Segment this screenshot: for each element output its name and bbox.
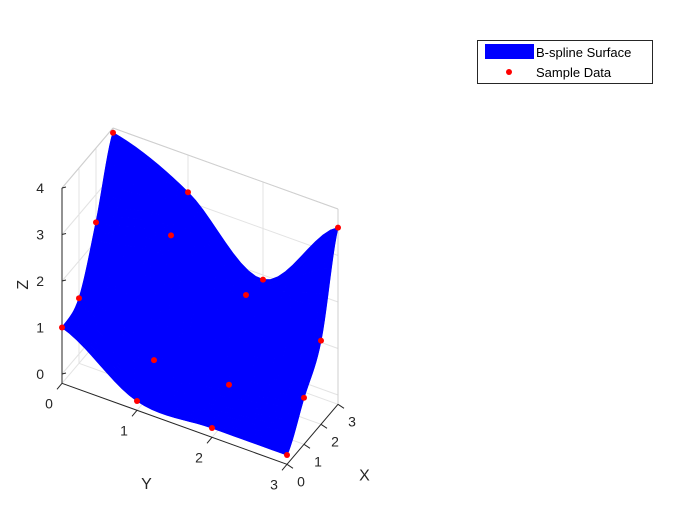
y-tick-mark (286, 463, 294, 469)
y-tick-label-3: 3 (348, 413, 356, 429)
legend-label-sample: Sample Data (536, 64, 612, 80)
legend-item-surface[interactable]: B-spline Surface (478, 43, 631, 61)
legend-label-surface: B-spline Surface (536, 44, 632, 60)
y-tick-label-2: 2 (331, 433, 339, 449)
z-axis-label: Z (15, 280, 32, 290)
points-layer (59, 129, 341, 458)
y-tick-mark (337, 403, 345, 409)
z-tick-mark (61, 372, 67, 375)
z-tick-label-4: 4 (36, 180, 44, 196)
x-tick-label-2: 2 (195, 449, 203, 465)
y-axis-label: X (359, 467, 370, 484)
y-axis-line (286, 403, 339, 465)
legend-item-sample[interactable]: Sample Data (478, 63, 611, 81)
z-tick-label-0: 0 (36, 366, 44, 382)
box-edge (61, 127, 114, 189)
sample-point-7 (185, 189, 191, 196)
y-tick-label-1: 1 (314, 453, 322, 469)
sample-point-12 (284, 452, 290, 458)
sample-point-6 (168, 232, 174, 239)
legend[interactable]: B-spline Surface Sample Data (477, 40, 653, 84)
x-tick-mark (131, 409, 138, 417)
y-tick-mark (303, 443, 311, 449)
x-tick-label-0: 0 (45, 395, 53, 411)
axis-layer (56, 186, 345, 471)
x-tick-mark (206, 436, 213, 444)
sample-point-9 (226, 381, 232, 388)
y-tick-label-0: 0 (297, 473, 305, 489)
z-tick-mark (61, 186, 67, 189)
x-tick-mark (281, 463, 288, 471)
x-axis-label: Y (141, 476, 152, 493)
sample-point-10 (243, 292, 249, 298)
sample-point-1 (76, 295, 82, 302)
x-tick-mark (56, 382, 63, 390)
sample-point-3 (110, 129, 116, 136)
z-tick-label-1: 1 (36, 320, 44, 336)
x-axis-line (61, 382, 288, 465)
legend-swatch-surface (485, 44, 534, 59)
z-tick-label-3: 3 (36, 227, 44, 243)
sample-point-0 (59, 324, 65, 331)
legend-swatch-sample (506, 69, 512, 75)
sample-point-15 (335, 224, 341, 231)
surface-layer (61, 131, 339, 456)
sample-point-2 (93, 219, 99, 226)
z-tick-mark (61, 233, 67, 235)
z-tick-label-2: 2 (36, 273, 44, 289)
x-tick-label-3: 3 (270, 476, 278, 492)
box-edge (112, 127, 339, 210)
y-tick-mark (320, 423, 328, 429)
sample-point-4 (134, 398, 140, 404)
sample-point-11 (260, 276, 266, 283)
sample-point-5 (151, 357, 157, 364)
sample-point-13 (301, 394, 307, 401)
z-tick-mark (61, 279, 67, 282)
sample-point-14 (318, 337, 324, 344)
sample-point-8 (209, 425, 215, 431)
x-tick-label-1: 1 (120, 422, 128, 438)
